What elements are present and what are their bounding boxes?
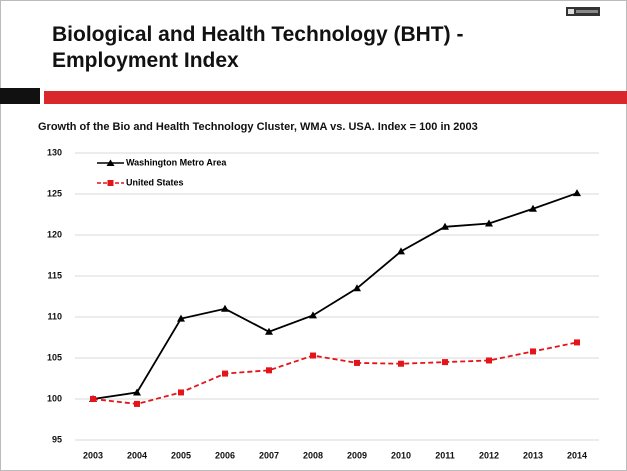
series-line — [92, 192, 578, 400]
y-tick-label: 125 — [47, 188, 62, 198]
x-tick-label: 2009 — [347, 450, 367, 460]
marker — [573, 189, 581, 197]
y-tick-label: 95 — [52, 434, 62, 444]
x-tick-label: 2006 — [215, 450, 235, 460]
marker — [310, 352, 316, 359]
marker — [222, 370, 228, 377]
x-tick-label: 2013 — [523, 450, 543, 460]
x-tick-label: 2004 — [127, 450, 147, 460]
marker — [441, 222, 449, 230]
header-bar — [44, 91, 627, 104]
y-tick-label: 115 — [47, 270, 62, 280]
y-tick-label: 105 — [47, 352, 62, 362]
logo — [566, 7, 600, 16]
slide-title: Biological and Health Technology (BHT) -… — [52, 23, 464, 72]
marker — [90, 396, 96, 402]
x-tick-label: 2011 — [435, 450, 455, 460]
x-tick-label: 2012 — [479, 450, 499, 460]
x-tick-label: 2014 — [567, 450, 587, 460]
x-tick-label: 2008 — [303, 450, 323, 460]
y-tick-label: 130 — [47, 147, 62, 157]
marker — [354, 359, 360, 366]
marker — [309, 311, 317, 319]
y-tick-label: 120 — [47, 229, 62, 239]
marker — [266, 367, 272, 374]
x-tick-label: 2007 — [259, 450, 279, 460]
marker — [133, 388, 141, 396]
marker — [529, 204, 537, 212]
marker — [486, 357, 492, 364]
marker — [574, 339, 580, 346]
x-tick-label: 2010 — [391, 450, 411, 460]
header-block — [0, 88, 40, 104]
legend-marker — [107, 180, 114, 186]
marker — [353, 284, 361, 292]
y-tick-label: 100 — [47, 393, 62, 403]
marker — [265, 327, 273, 335]
legend-label: Washington Metro Area — [126, 157, 227, 167]
marker — [221, 304, 229, 312]
marker — [134, 400, 140, 407]
x-tick-label: 2003 — [83, 450, 103, 460]
marker — [442, 359, 448, 366]
x-tick-label: 2005 — [171, 450, 191, 460]
series-line — [92, 341, 578, 405]
marker — [397, 247, 405, 255]
marker — [398, 360, 404, 367]
y-tick-label: 110 — [47, 311, 62, 321]
chart-title: Growth of the Bio and Health Technology … — [38, 121, 478, 133]
marker — [178, 389, 184, 396]
legend-label: United States — [126, 177, 184, 187]
legend: Washington Metro Area United States — [97, 157, 227, 187]
legend-marker — [106, 159, 115, 166]
marker — [485, 219, 493, 227]
marker — [177, 314, 185, 322]
marker — [530, 348, 536, 355]
